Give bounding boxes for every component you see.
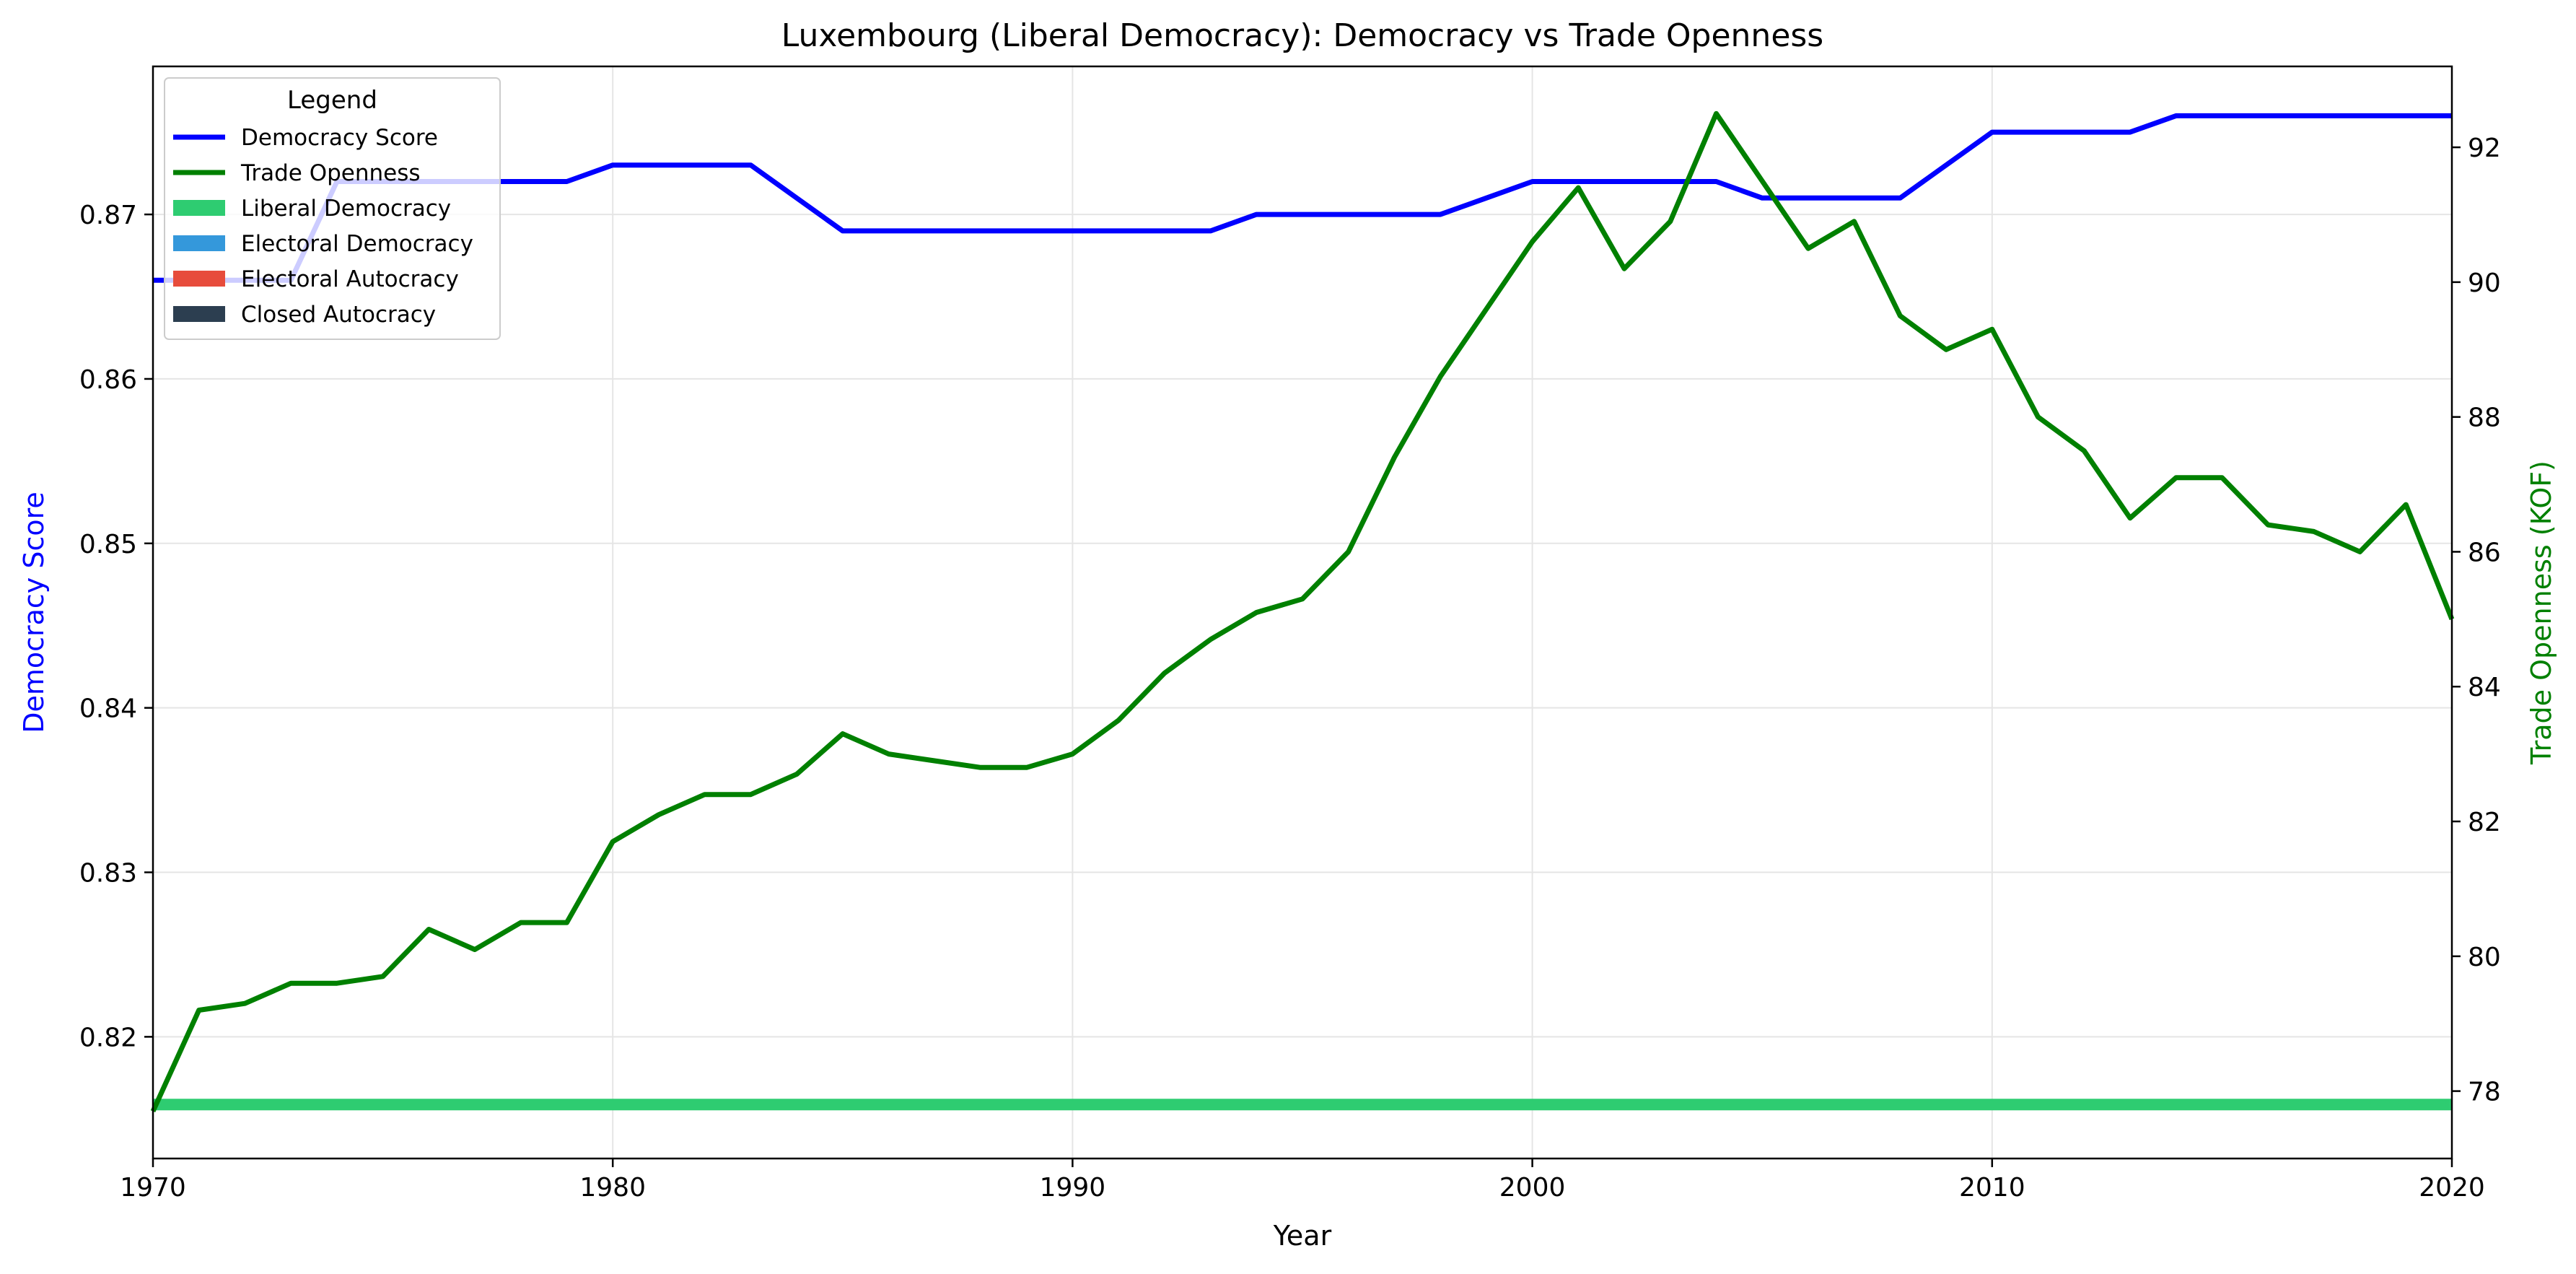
legend-entry-electoral-autocracy: Electoral Autocracy (173, 266, 459, 292)
y-right-tick-label: 92 (2468, 134, 2501, 163)
legend-entry-closed-autocracy: Closed Autocracy (173, 302, 436, 328)
legend-box (164, 77, 501, 340)
legend-entry-label: Electoral Democracy (241, 231, 473, 257)
legend-entry-label: Electoral Autocracy (241, 266, 459, 292)
y-right-tick-label: 86 (2468, 538, 2501, 567)
legend-entry-label: Democracy Score (241, 125, 438, 151)
legend-entry-label: Liberal Democracy (241, 196, 451, 222)
x-tick-label: 1990 (1040, 1173, 1106, 1203)
plot-frame (152, 65, 2453, 1160)
legend-patch-swatch (173, 200, 225, 216)
y-axis-right-label: Trade Openness (KOF) (2525, 461, 2557, 765)
series-line-democracy-score (153, 113, 2452, 283)
x-tick-label: 2010 (1959, 1173, 2025, 1203)
x-tick-label: 2000 (1499, 1173, 1566, 1203)
y-right-tick-label: 78 (2468, 1078, 2501, 1107)
y-left-tick-label: 0.83 (79, 859, 137, 889)
y-right-tick-label: 82 (2468, 808, 2501, 837)
legend-entries: Democracy Score Trade Openness Liberal Dem… (173, 125, 473, 328)
y-left-tick-label: 0.85 (79, 530, 137, 559)
y-right-tick-label: 84 (2468, 673, 2501, 702)
y-axis-left: 0.82 0.83 0.84 0.85 0.86 0.87 (79, 201, 153, 1052)
y-left-tick-label: 0.87 (79, 201, 137, 230)
y-right-tick-label: 88 (2468, 403, 2501, 433)
y-axis-left-label: Democracy Score (18, 492, 50, 733)
y-left-tick-label: 0.84 (79, 694, 137, 724)
legend-patch-swatch (173, 306, 225, 322)
legend-entry-liberal-democracy: Liberal Democracy (173, 196, 451, 222)
y-right-tick-label: 80 (2468, 943, 2501, 972)
y-left-tick-label: 0.86 (79, 365, 137, 395)
series-layer (150, 110, 2455, 1113)
x-axis-label: Year (1273, 1220, 1332, 1252)
legend-entry-electoral-democracy: Electoral Democracy (173, 231, 473, 257)
legend-entry-label: Trade Openness (240, 160, 421, 186)
y-axis-right: 78 80 82 84 86 88 90 92 (2452, 134, 2501, 1107)
legend-patch-swatch (173, 271, 225, 287)
legend-entry-label: Closed Autocracy (241, 302, 436, 328)
y-left-tick-label: 0.82 (79, 1023, 137, 1052)
x-tick-label: 1970 (120, 1173, 186, 1203)
legend-entry-democracy-score: Democracy Score (173, 125, 438, 151)
legend-entry-trade-openness: Trade Openness (173, 160, 421, 186)
legend-patch-swatch (173, 235, 225, 251)
x-axis: 1970 1980 1990 2000 2010 2020 (120, 1159, 2485, 1203)
x-tick-label: 1980 (579, 1173, 646, 1203)
chart-title: Luxembourg (Liberal Democracy): Democrac… (781, 17, 1823, 54)
legend: Legend Democracy Score Trade Openness Libe… (164, 77, 501, 340)
y-right-tick-label: 90 (2468, 269, 2501, 298)
series-line-trade-openness (150, 110, 2455, 1113)
x-tick-label: 2020 (2419, 1173, 2485, 1203)
legend-title: Legend (287, 86, 377, 115)
